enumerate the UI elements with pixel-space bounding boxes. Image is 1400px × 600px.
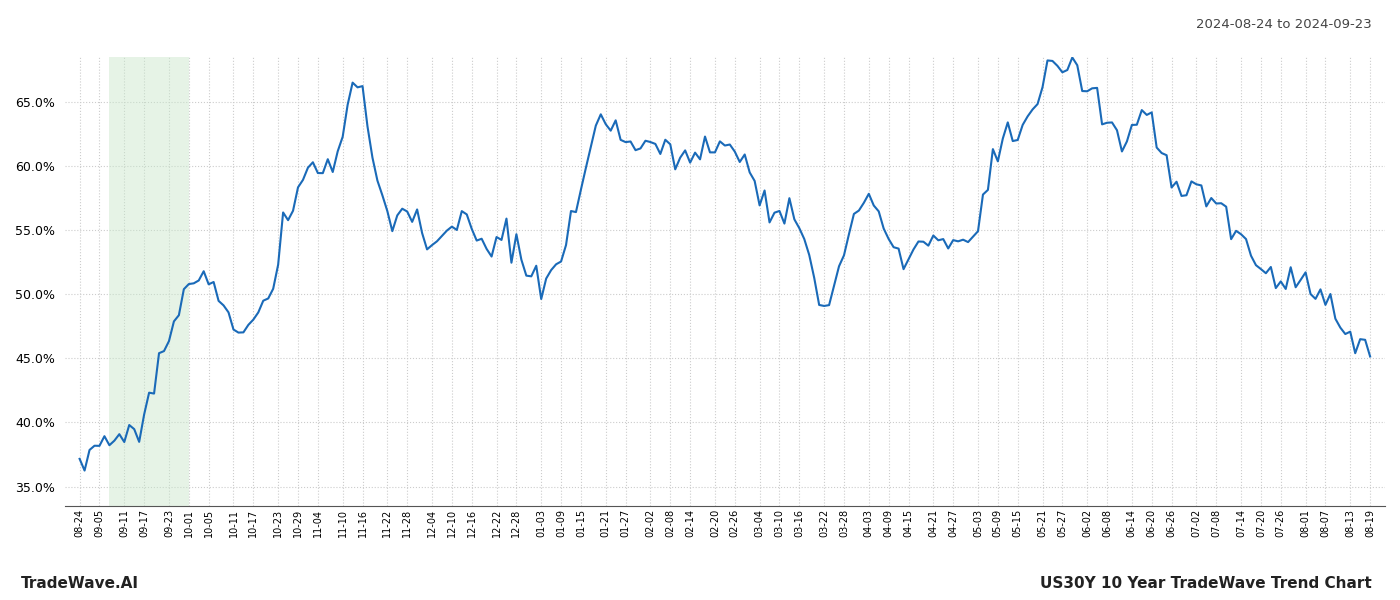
Text: 2024-08-24 to 2024-09-23: 2024-08-24 to 2024-09-23 (1196, 18, 1372, 31)
Text: TradeWave.AI: TradeWave.AI (21, 576, 139, 591)
Text: US30Y 10 Year TradeWave Trend Chart: US30Y 10 Year TradeWave Trend Chart (1040, 576, 1372, 591)
Bar (109, 57, 189, 506)
